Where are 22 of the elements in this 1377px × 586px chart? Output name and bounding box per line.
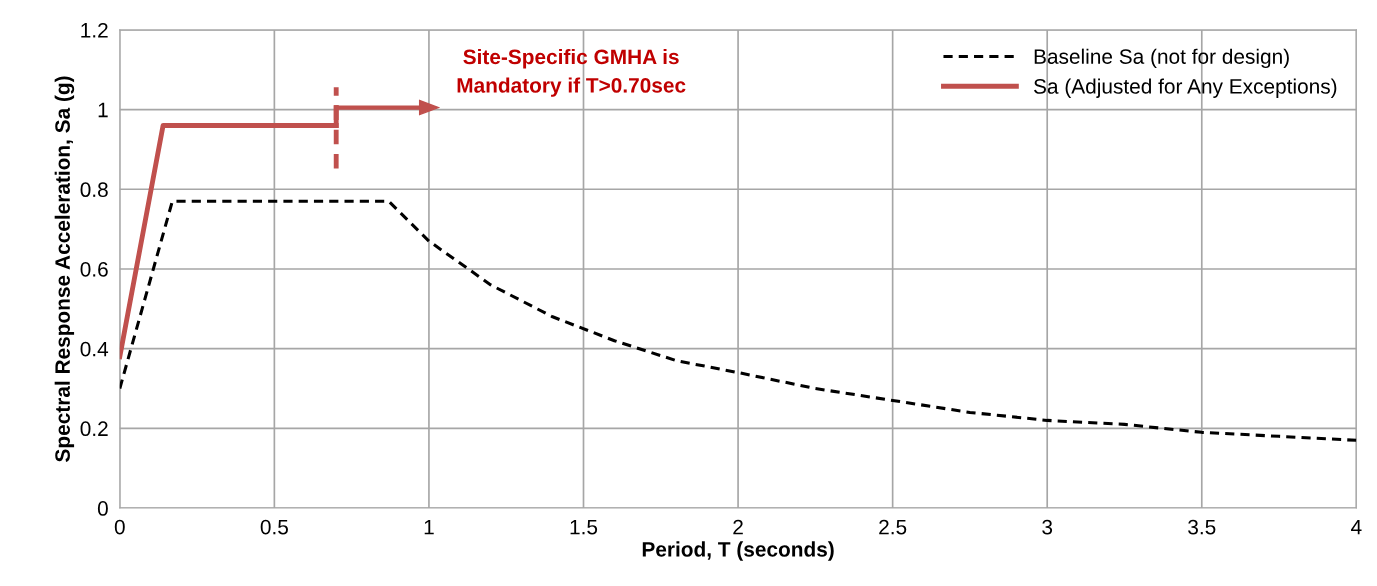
y-tick-label: 0.4 [80, 341, 109, 357]
x-tick-label: 2.5 [879, 519, 907, 535]
legend-label: Baseline Sa (not for design) [1034, 48, 1289, 69]
y-axis-title: Spectral Response Acceleration, Sa (g) [54, 76, 75, 462]
annotation: Site-Specific GMHA is Mandatory if T>0.70sec [457, 48, 686, 97]
y-tick-label: 1 [98, 102, 108, 118]
x-tick-label: 1 [424, 519, 434, 535]
x-axis-title: Period, T (seconds) [642, 541, 834, 561]
x-tick-label: 4 [1351, 519, 1362, 535]
legend-label: Sa (Adjusted for Any Exceptions) [1034, 78, 1337, 98]
y-tick-label: 0.8 [80, 182, 108, 198]
line-series [119, 199, 1357, 442]
x-tick-label: 0.5 [260, 519, 288, 535]
x-tick-label: 2 [733, 519, 743, 535]
x-tick-label: 3.5 [1188, 519, 1216, 535]
x-tick-label: 0 [114, 519, 125, 535]
x-tick-label: 1.5 [570, 519, 598, 535]
y-tick-label: 0.6 [80, 261, 108, 277]
y-tick-label: 1.2 [81, 22, 108, 38]
x-tick-label: 3 [1042, 519, 1053, 535]
y-tick-label: 0 [97, 501, 108, 516]
y-tick-label: 0.2 [80, 421, 108, 437]
